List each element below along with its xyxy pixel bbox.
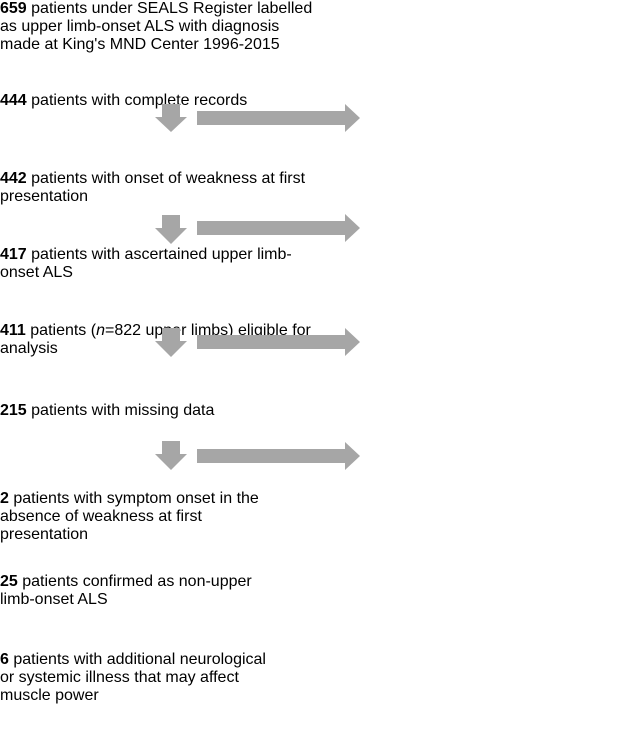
flow-diagram: 659 patients under SEALS Register labell… — [0, 0, 360, 704]
down-arrow — [155, 328, 187, 357]
right-arrow — [197, 104, 360, 132]
main-box: 417 patients with ascertained upper limb… — [0, 246, 313, 322]
count: 411 — [0, 322, 26, 339]
arrows — [155, 104, 360, 470]
box-text: 442 patients with onset of weakness at f… — [0, 170, 313, 206]
count: 2 — [0, 490, 9, 507]
exclusion-box: 215 patients with missing data — [0, 402, 266, 490]
description: patients with missing data — [31, 402, 215, 419]
description: patients with complete records — [31, 92, 248, 109]
description: patients with symptom onset in the absen… — [0, 490, 259, 543]
exclusion-box: 25 patients confirmed as non-upper limb-… — [0, 573, 266, 651]
box-text: 2 patients with symptom onset in the abs… — [0, 490, 266, 544]
count: 25 — [0, 573, 18, 590]
right-arrow — [197, 442, 360, 470]
box-text: 25 patients confirmed as non-upper limb-… — [0, 573, 266, 609]
main-box: 444 patients with complete records — [0, 92, 313, 170]
count: 417 — [0, 246, 27, 263]
count: 442 — [0, 170, 27, 187]
box-text: 411 patients (n=822 upper limbs) eligibl… — [0, 322, 313, 358]
description-after: =822 upper limbs) eligible for analysis — [0, 322, 311, 357]
description: patients ( — [30, 322, 97, 339]
italic-text: n — [96, 322, 105, 339]
count: 444 — [0, 92, 27, 109]
box-text: 6 patients with additional neurological … — [0, 651, 266, 705]
exclusion-box: 2 patients with symptom onset in the abs… — [0, 490, 266, 573]
exclusion-box: 6 patients with additional neurological … — [0, 651, 266, 734]
count: 6 — [0, 651, 9, 668]
box-text: 215 patients with missing data — [0, 402, 266, 420]
right-arrow — [197, 328, 360, 356]
right-arrow — [197, 214, 360, 242]
description: patients with additional neurological or… — [0, 651, 266, 704]
description: patients confirmed as non-upper limb-ons… — [0, 573, 252, 608]
box-text: 444 patients with complete records — [0, 92, 313, 110]
down-arrow — [155, 104, 187, 132]
box-text: 417 patients with ascertained upper limb… — [0, 246, 313, 282]
count: 659 — [0, 0, 27, 17]
down-arrow — [155, 441, 187, 470]
box-text: 659 patients under SEALS Register labell… — [0, 0, 313, 54]
main-box: 442 patients with onset of weakness at f… — [0, 170, 313, 246]
down-arrow — [155, 215, 187, 244]
count: 215 — [0, 402, 27, 419]
description: patients under SEALS Register labelled a… — [0, 0, 313, 53]
description: patients with onset of weakness at first… — [0, 170, 306, 205]
main-box: 411 patients (n=822 upper limbs) eligibl… — [0, 322, 313, 402]
main-box: 659 patients under SEALS Register labell… — [0, 0, 313, 92]
description: patients with ascertained upper limb-ons… — [0, 246, 292, 281]
